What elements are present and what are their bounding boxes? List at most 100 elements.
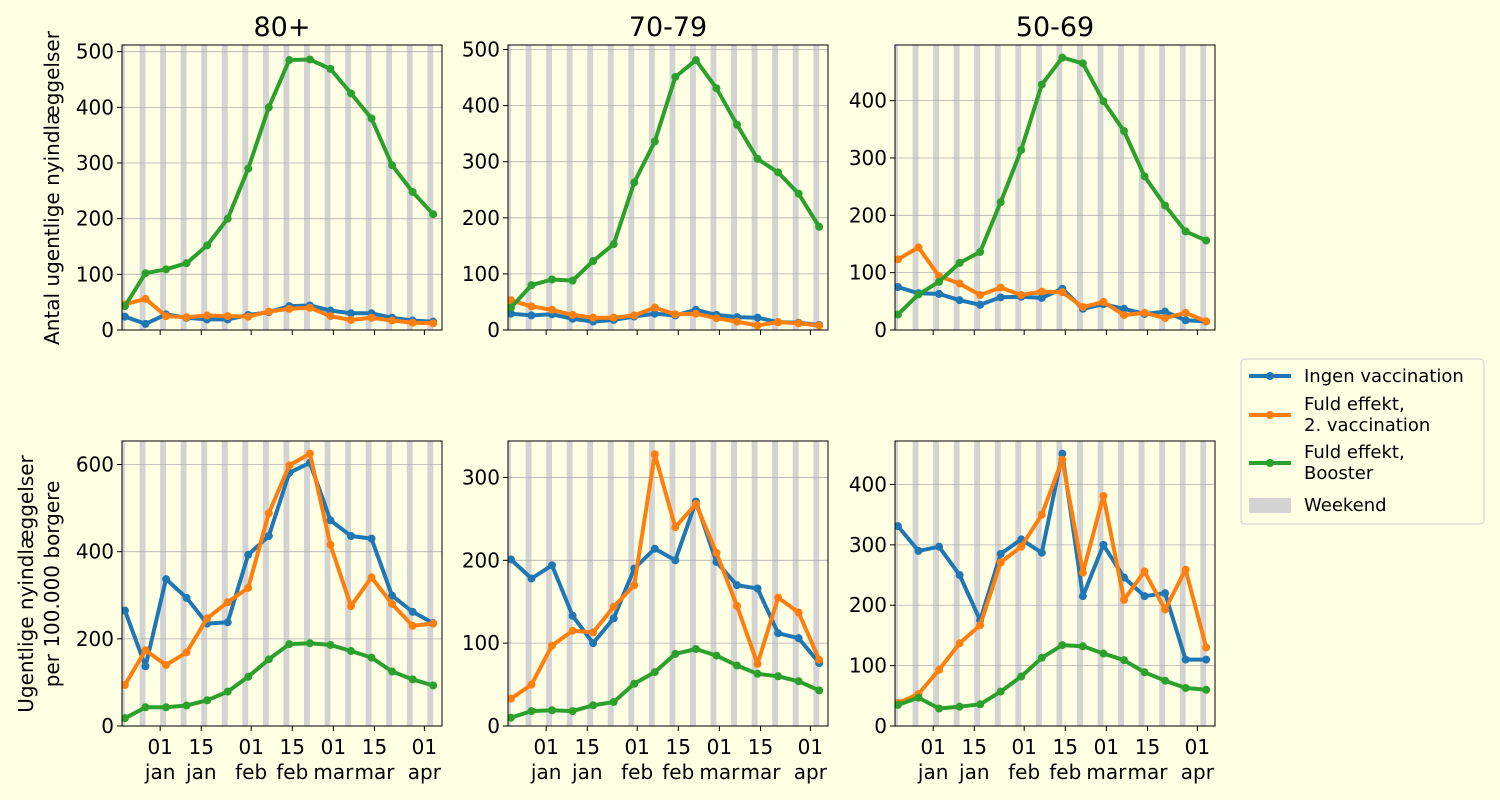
x-tick-label: 15: [962, 735, 987, 759]
data-point: [162, 660, 171, 669]
weekend-band: [953, 45, 960, 330]
y-tick-label: 200: [76, 627, 114, 651]
data-point: [794, 319, 803, 328]
weekend-band: [221, 45, 228, 330]
data-point: [527, 680, 536, 689]
data-point: [326, 306, 335, 315]
legend-swatch-marker: [1266, 372, 1274, 380]
data-point: [568, 310, 577, 319]
weekend-band: [710, 441, 717, 726]
weekend-band: [386, 45, 393, 330]
data-point: [815, 686, 824, 695]
x-tick-label: feb: [235, 760, 267, 784]
data-point: [244, 672, 253, 681]
data-point: [1119, 304, 1128, 313]
data-point: [774, 672, 783, 681]
data-point: [264, 509, 273, 518]
weekend-band: [365, 45, 372, 330]
weekend-band: [262, 45, 269, 330]
data-point: [935, 289, 944, 298]
weekend-band: [201, 441, 208, 726]
data-point: [388, 316, 397, 325]
data-point: [244, 164, 253, 173]
x-tick-label: mar: [313, 760, 354, 784]
x-tick-label: jan: [571, 760, 603, 784]
data-point: [1058, 641, 1067, 650]
weekend-band: [1118, 45, 1124, 330]
data-point: [527, 311, 536, 320]
data-point: [1037, 653, 1046, 662]
panel-title: 70-79: [629, 12, 707, 43]
data-point: [141, 269, 150, 278]
data-point: [650, 544, 659, 553]
data-point: [527, 302, 536, 311]
x-tick-label: feb: [1049, 760, 1081, 784]
x-tick-label: apr: [794, 760, 828, 784]
data-point: [774, 629, 783, 638]
data-point: [326, 640, 335, 649]
data-point: [305, 449, 314, 458]
x-tick-label: 15: [748, 735, 773, 759]
data-point: [955, 258, 964, 267]
data-point: [568, 626, 577, 635]
axes-frame: [121, 440, 443, 727]
y-tick-label: 300: [76, 151, 114, 175]
x-tick-label: 15: [362, 735, 387, 759]
data-point: [141, 662, 150, 671]
data-point: [1037, 287, 1046, 296]
data-point: [326, 540, 335, 549]
data-point: [141, 319, 150, 328]
data-point: [326, 64, 335, 73]
data-point: [895, 310, 902, 319]
weekend-band: [180, 45, 187, 330]
data-point: [753, 154, 762, 163]
data-point: [1119, 127, 1128, 136]
data-point: [630, 311, 639, 320]
weekend-band: [221, 441, 228, 726]
data-point: [1099, 540, 1108, 549]
weekend-band: [912, 45, 919, 330]
data-point: [671, 556, 680, 565]
data-point: [1161, 307, 1170, 316]
data-point: [976, 300, 985, 309]
legend-frame: [1240, 358, 1485, 525]
weekend-band: [1200, 441, 1207, 726]
weekend-band: [406, 441, 413, 726]
x-tick-label: 01: [238, 735, 263, 759]
data-point: [346, 315, 355, 324]
data-point: [1119, 595, 1128, 604]
panel-3: 020040060001jan15jan01feb15feb01mar15mar…: [76, 440, 443, 784]
weekend-band: [648, 441, 655, 726]
x-tick-label: 01: [798, 735, 823, 759]
weekend-band: [587, 45, 594, 330]
legend-swatch-marker: [1266, 411, 1274, 419]
weekend-band: [669, 441, 676, 726]
weekend-band: [546, 45, 553, 330]
data-point: [285, 640, 294, 649]
series-line-1: [123, 451, 434, 687]
data-point: [429, 319, 438, 328]
weekend-band: [324, 441, 331, 726]
data-point: [223, 687, 232, 696]
weekend-band: [895, 441, 898, 726]
weekend-band: [1035, 45, 1042, 330]
weekend-band: [1221, 441, 1227, 726]
data-point: [935, 704, 944, 713]
data-point: [429, 619, 438, 628]
data-point: [388, 667, 397, 676]
legend-label: Booster: [1304, 463, 1374, 484]
data-point: [548, 706, 557, 715]
panel-0: 0 100 200 300 400 500 80+: [76, 12, 443, 342]
data-point: [1058, 449, 1067, 458]
weekend-band: [834, 45, 840, 330]
x-tick-label: 15: [189, 735, 214, 759]
data-point: [408, 675, 417, 684]
y-tick-label: 500: [462, 37, 500, 61]
data-point: [712, 548, 721, 557]
data-point: [794, 608, 803, 617]
data-point: [650, 668, 659, 677]
data-point: [429, 210, 438, 219]
series-line-1: [897, 457, 1209, 705]
